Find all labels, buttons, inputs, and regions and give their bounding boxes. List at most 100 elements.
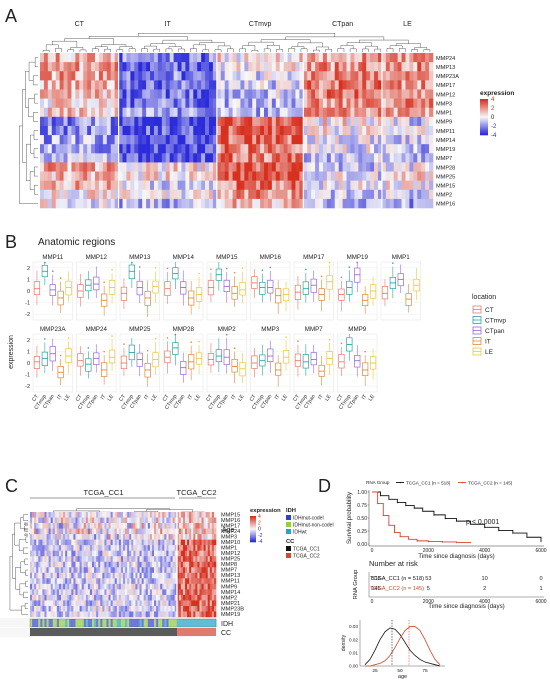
panel-a-heat-cell [201,80,206,90]
panel-c-heat-cell [160,600,163,607]
panel-a-heat-cell [303,171,308,181]
panel-c-heat-cell [40,517,43,524]
panel-c-heat-cell [160,539,163,546]
panel-c-heat-cell [145,534,149,540]
panel-a-heat-cell [295,153,300,163]
panel-c-heat-cell [195,572,198,579]
panel-a-heat-cell [224,116,229,127]
panel-a-heat-cell [212,198,218,209]
panel-c-heat-cell [178,583,182,590]
panel-c-idh-legend-key [286,529,291,534]
panel-a-heat-cell [271,98,277,109]
panel-c-heat-cell [185,545,188,551]
panel-a-heat-cell [138,62,143,72]
panel-a-heat-cell [169,107,174,118]
panel-c-heat-cell [156,561,159,568]
panel-c-heat-cell [73,594,76,601]
panel-a-heat-cell [59,89,64,99]
panel-b-outlier [364,350,366,353]
panel-c-heat-cell [108,512,111,518]
panel-c-heat-cell [85,539,89,546]
panel-a-heat-cell [181,162,186,172]
panel-c-heat-cell [189,589,192,596]
panel-c-heat-cell [48,594,51,601]
panel-c-heat-cell [166,534,169,540]
panel-c-heat-cell [44,550,47,557]
panel-d-censor-mark: + [540,540,542,544]
panel-a-heat-cell [161,71,167,81]
panel-a-heat-cell [421,189,426,200]
panel-c-heat-cell [166,512,169,518]
panel-c-heat-cell [187,523,190,529]
panel-a-heat-cell [240,71,245,81]
panel-c-heat-cell [143,556,147,563]
panel-c-heat-cell [83,583,87,590]
panel-a-heat-cell [153,116,159,127]
panel-a-heat-cell [220,98,226,109]
panel-a-heat-cell [98,189,104,200]
panel-c-heat-cell [30,578,33,585]
panel-a-heat-cell [150,89,155,99]
panel-c-heat-cell [30,572,33,579]
panel-a-heat-cell [397,107,402,118]
panel-a-heat-cell [102,153,108,163]
panel-c-heat-cell [67,523,70,529]
panel-a-heat-cell [271,189,277,200]
panel-a-heat-cell [374,162,379,172]
panel-c-heat-cell [172,550,175,557]
panel-c-heat-cell [127,600,130,607]
panel-a-heat-cell [40,62,45,72]
panel-c-heat-cell [69,550,72,557]
panel-c-heat-cell [213,539,217,546]
panel-c-heat-cell [178,594,182,601]
panel-a-heatmap [40,53,434,209]
panel-a-heat-cell [173,198,178,209]
panel-c-heat-cell [185,550,188,557]
panel-c-heat-cell [174,611,178,618]
panel-a-heat-cell [63,135,68,145]
panel-c-heat-cell [106,512,109,518]
panel-c-heat-cell [71,561,74,568]
panel-c-heat-cell [69,528,72,535]
panel-a-heat-cell [256,89,261,99]
panel-a-col-dend-branch [325,49,332,52]
panel-c-heat-cell [71,545,74,551]
panel-a-col-dend-branch [141,48,148,52]
panel-b-legend-label: CTmvp [485,318,506,325]
panel-a-heat-cell [338,171,343,181]
panel-c-heat-cell [42,589,45,596]
panel-a-heat-cell [417,125,422,136]
panel-c-heat-cell [38,589,41,596]
panel-c-heat-cell [189,605,192,612]
panel-b-box [275,362,282,376]
panel-a-heat-cell [216,125,222,136]
panel-a-heat-cell [358,71,363,81]
panel-c-heat-cell [145,567,149,574]
panel-c-heat-cell [114,594,118,601]
panel-b-outlier [154,267,157,269]
panel-a-heat-cell [201,144,206,154]
panel-c-heat-cell [135,539,138,546]
panel-a-heat-cell [118,80,123,90]
panel-c-heat-cell [187,556,190,563]
panel-a-heat-cell [319,180,324,191]
panel-a-heat-cell [59,144,64,154]
panel-c-heat-cell [195,539,198,546]
panel-a-heat-cell [208,162,214,172]
panel-b-facet-title: MMP19 [347,254,369,261]
panel-a-heat-cell [75,53,80,63]
panel-c-heat-cell [199,578,202,585]
panel-c-heat-cell [63,528,66,535]
panel-c-heat-cell [85,605,89,612]
panel-a-col-dend-branch [42,50,50,52]
panel-a-heat-cell [169,135,174,145]
panel-a-heat-cell [307,125,312,136]
panel-c-heat-cell [135,523,138,529]
panel-a-heat-cell [429,144,434,154]
panel-c-heat-cell [213,523,217,529]
panel-a-heat-cell [126,80,131,90]
panel-c-heat-cell [36,605,39,612]
panel-a-heat-cell [193,107,198,118]
panel-a-heat-cell [409,125,414,136]
